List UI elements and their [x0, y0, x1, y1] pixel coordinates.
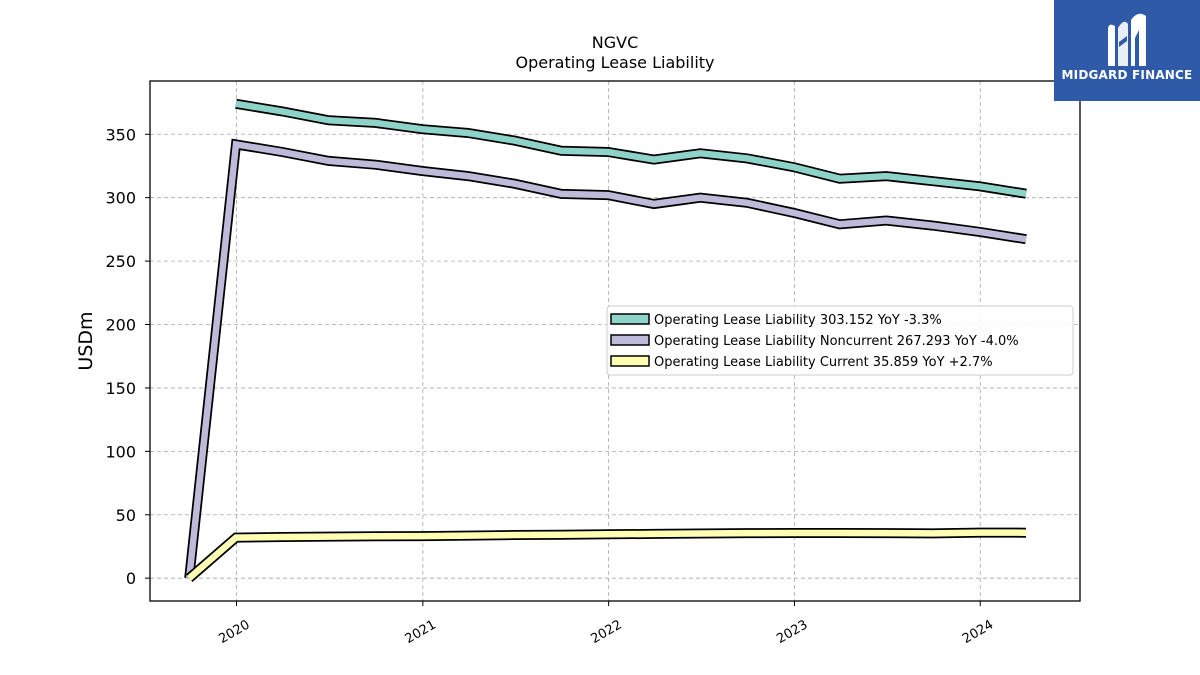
legend-label: Operating Lease Liability Noncurrent 267…: [654, 334, 1019, 349]
chart-subtitle: Operating Lease Liability: [515, 53, 714, 72]
plot-frame: [149, 80, 1081, 602]
x-tick-label: 2020: [216, 617, 252, 647]
y-tick-label: 100: [105, 442, 136, 461]
legend-swatch: [610, 355, 650, 367]
y-tick-label: 200: [105, 316, 136, 335]
series-line-operating-lease-liability-noncurrent: [185, 140, 1027, 579]
axes: 0 50 100 150 200 250 300 350 2020 2021 2022 2023 202…: [105, 125, 996, 647]
y-tick-label: 350: [105, 125, 136, 144]
series-line-operating-lease-liability-current: [187, 529, 1027, 581]
legend-label: Operating Lease Liability 303.152 YoY -3…: [654, 313, 942, 328]
midgard-m-logo-icon: [1108, 13, 1146, 67]
series-line-operating-lease-liability: [235, 100, 1027, 197]
x-tick-label: 2023: [774, 617, 810, 647]
y-tick-label: 0: [126, 569, 136, 588]
legend-swatch: [610, 313, 650, 325]
legend: Operating Lease Liability 303.152 YoY -3…: [606, 305, 1074, 376]
y-tick-label: 150: [105, 379, 136, 398]
x-tick-label: 2024: [960, 617, 996, 647]
legend-swatch: [610, 334, 650, 346]
y-tick-label: 50: [116, 506, 136, 525]
series-lines: [184, 98, 1027, 582]
brand-name: MIDGARD FINANCE: [1061, 68, 1193, 82]
legend-box: [606, 305, 1074, 376]
legend-label: Operating Lease Liability Current 35.859…: [654, 355, 993, 370]
x-tick-label: 2021: [403, 617, 439, 647]
x-tick-label: 2022: [588, 617, 624, 647]
y-tick-label: 300: [105, 189, 136, 208]
brand-logo: MIDGARD FINANCE: [1054, 0, 1200, 101]
y-tick-label: 250: [105, 252, 136, 271]
y-axis-label: USDm: [75, 311, 97, 370]
chart-title: NGVC: [592, 33, 638, 52]
